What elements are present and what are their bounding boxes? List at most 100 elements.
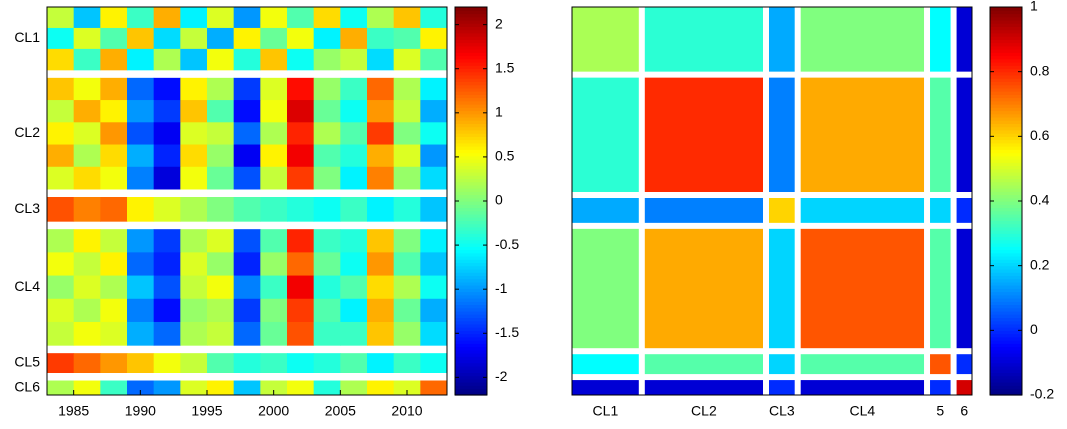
colorbar-segment bbox=[455, 29, 487, 34]
colorbar-segment bbox=[990, 100, 1022, 105]
colorbar-segment bbox=[455, 307, 487, 312]
colorbar-segment bbox=[990, 65, 1022, 70]
colorbar-segment bbox=[990, 288, 1022, 293]
colorbar-segment bbox=[455, 10, 487, 15]
colorbar-segment bbox=[455, 265, 487, 270]
heatmap-cell bbox=[100, 144, 128, 168]
colorbar-segment bbox=[455, 236, 487, 241]
colorbar-tick-label: 0.6 bbox=[1030, 127, 1050, 143]
heatmap-cell bbox=[420, 197, 448, 222]
colorbar-segment bbox=[990, 259, 1022, 264]
colorbar-segment bbox=[455, 110, 487, 115]
colorbar-segment bbox=[990, 388, 1022, 393]
colorbar-segment bbox=[990, 204, 1022, 209]
colorbar-segment bbox=[455, 16, 487, 21]
colorbar-segment bbox=[990, 236, 1022, 241]
colorbar-segment bbox=[455, 246, 487, 251]
heatmap-cell bbox=[47, 122, 75, 146]
heatmap-cell bbox=[100, 380, 128, 396]
heatmap-cell bbox=[233, 144, 261, 168]
colorbar-segment bbox=[455, 36, 487, 40]
heatmap-cell bbox=[47, 275, 75, 300]
colorbar-segment bbox=[990, 249, 1022, 254]
heatmap-cell bbox=[420, 122, 448, 146]
colorbar-segment bbox=[990, 213, 1022, 218]
colorbar-tick-label: 0.2 bbox=[1030, 256, 1050, 272]
colorbar-segment bbox=[455, 369, 487, 373]
colorbar-segment bbox=[455, 365, 487, 370]
matrix-cell bbox=[930, 7, 951, 72]
colorbar-segment bbox=[990, 113, 1022, 118]
heatmap-cell bbox=[367, 275, 395, 300]
row-label: CL2 bbox=[14, 124, 40, 140]
colorbar-segment bbox=[455, 116, 487, 121]
heatmap-cell bbox=[73, 298, 101, 323]
heatmap-cell bbox=[287, 353, 315, 373]
colorbar-segment bbox=[990, 97, 1022, 102]
matrix-cell bbox=[956, 380, 972, 395]
heatmap-cell bbox=[153, 144, 181, 168]
heatmap-cell bbox=[393, 100, 421, 123]
colorbar-segment bbox=[455, 382, 487, 386]
heatmap-cell bbox=[73, 7, 101, 29]
colorbar-segment bbox=[990, 29, 1022, 34]
colorbar-segment bbox=[455, 340, 487, 344]
colorbar-segment bbox=[990, 110, 1022, 115]
colorbar-segment bbox=[455, 152, 487, 157]
heatmap-cell bbox=[100, 100, 128, 123]
heatmap-cell bbox=[207, 321, 235, 346]
heatmap-cell bbox=[313, 122, 341, 146]
colorbar-segment bbox=[455, 39, 487, 44]
matrix-cell bbox=[956, 198, 972, 223]
heatmap-cell bbox=[207, 298, 235, 323]
heatmap-cell bbox=[73, 252, 101, 277]
colorbar-segment bbox=[990, 291, 1022, 296]
matrix-cell bbox=[956, 354, 972, 375]
heatmap-cell bbox=[313, 353, 341, 373]
heatmap-cell bbox=[233, 100, 261, 123]
colorbar-segment bbox=[990, 26, 1022, 31]
heatmap-cell bbox=[153, 229, 181, 253]
x-tick-label: CL4 bbox=[850, 403, 876, 419]
matrix-cell bbox=[572, 228, 639, 349]
colorbar-segment bbox=[990, 359, 1022, 364]
colorbar-segment bbox=[455, 55, 487, 60]
colorbar-segment bbox=[990, 330, 1022, 335]
heatmap-cell bbox=[340, 122, 368, 146]
colorbar-tick-label: 1.5 bbox=[495, 59, 515, 75]
heatmap-cell bbox=[100, 252, 128, 277]
heatmap-cell bbox=[127, 27, 155, 50]
colorbar-segment bbox=[455, 49, 487, 53]
colorbar-segment bbox=[455, 352, 487, 357]
colorbar-segment bbox=[455, 136, 487, 141]
heatmap-cell bbox=[340, 144, 368, 168]
matrix-cell bbox=[930, 228, 951, 349]
colorbar-segment bbox=[990, 275, 1022, 280]
colorbar-segment bbox=[990, 188, 1022, 192]
heatmap-cell bbox=[233, 380, 261, 396]
colorbar-segment bbox=[455, 149, 487, 154]
colorbar-segment bbox=[455, 184, 487, 189]
heatmap-cell bbox=[180, 48, 208, 71]
heatmap-cell bbox=[420, 7, 448, 29]
heatmap-cell bbox=[73, 27, 101, 50]
heatmap-cell bbox=[260, 197, 288, 222]
heatmap-cell bbox=[180, 122, 208, 146]
heatmap-cell bbox=[47, 7, 75, 29]
heatmap-cell bbox=[180, 298, 208, 323]
heatmap-cell bbox=[73, 122, 101, 146]
colorbar-segment bbox=[455, 142, 487, 147]
heatmap-cell bbox=[367, 298, 395, 323]
heatmap-cell bbox=[100, 48, 128, 71]
colorbar-segment bbox=[455, 320, 487, 325]
heatmap-cell bbox=[47, 48, 75, 71]
colorbar-tick-label: 0 bbox=[1030, 321, 1038, 337]
heatmap-cell bbox=[47, 166, 75, 190]
heatmap-cell bbox=[340, 27, 368, 50]
colorbar-segment bbox=[990, 81, 1022, 86]
colorbar-segment bbox=[455, 310, 487, 315]
heatmap-cell bbox=[340, 380, 368, 396]
row-label: CL6 bbox=[14, 378, 40, 394]
heatmap-cell bbox=[367, 252, 395, 277]
